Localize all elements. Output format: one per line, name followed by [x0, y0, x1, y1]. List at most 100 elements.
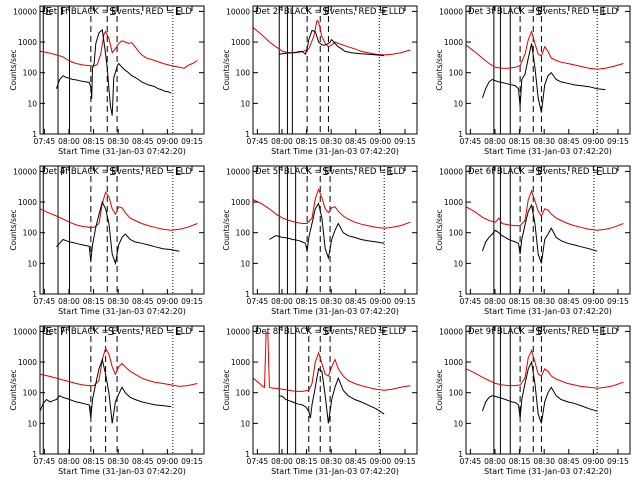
series-line-lld: [252, 332, 411, 392]
time-marker-label: E: [175, 5, 182, 18]
time-marker-label: F: [60, 325, 66, 338]
x-tick-label: 08:45: [345, 137, 367, 146]
panel-det-6: S E 1 10 100 1000 10000 07:45 08:00 08:15 08:30 08:…: [435, 165, 631, 316]
y-tick-label: 10000: [226, 7, 250, 16]
x-axis-label: Start Time (31-Jan-03 07:42:20): [271, 467, 399, 476]
x-tick-label: 09:00: [370, 457, 392, 466]
x-tick-label: 09:00: [583, 137, 605, 146]
panel-det-8: S E 1 10 100 1000 10000 07:45 08:00 08:15 08:30 08:…: [222, 325, 418, 476]
x-tick-label: 08:15: [83, 297, 105, 306]
x-tick-label: 08:00: [484, 137, 506, 146]
time-marker-label: S: [535, 5, 542, 18]
x-tick-label: 09:15: [607, 297, 629, 306]
time-marker-label: S: [322, 325, 329, 338]
x-tick-label: 08:30: [533, 137, 555, 146]
x-tick-label: 08:45: [558, 297, 580, 306]
y-tick-label: 10000: [226, 327, 250, 336]
x-tick-label: 07:45: [460, 137, 482, 146]
y-tick-label: 1000: [444, 198, 463, 207]
y-tick-label: 10000: [13, 327, 37, 336]
series-line-events: [481, 360, 598, 424]
series-line-lld: [39, 347, 198, 387]
time-marker-label: E: [599, 5, 606, 18]
y-axis-label: Counts/sec: [435, 49, 444, 90]
plot-frame: [39, 5, 205, 135]
x-tick-label: 08:15: [83, 457, 105, 466]
y-tick-label: 1: [245, 290, 250, 299]
time-marker-label: E: [386, 165, 393, 178]
x-axis-label: Start Time (31-Jan-03 07:42:20): [484, 307, 612, 316]
y-tick-label: 100: [23, 69, 38, 78]
y-tick-label: 1: [245, 130, 250, 139]
y-tick-label: 100: [23, 389, 38, 398]
series-line-events: [481, 43, 606, 113]
x-tick-label: 08:45: [345, 297, 367, 306]
y-tick-label: 10000: [13, 167, 37, 176]
x-tick-label: 09:15: [394, 297, 416, 306]
panel-title: Det 8f BLACK = Events, RED = LLD: [255, 327, 405, 337]
y-tick-label: 1000: [444, 358, 463, 367]
y-tick-label: 10000: [439, 167, 463, 176]
series-line-events: [481, 203, 598, 264]
y-tick-label: 100: [449, 69, 464, 78]
panel-det-2: S E 1 10 100 1000 10000 07:45 08:00 08:15 08:30 08:…: [222, 5, 418, 156]
x-tick-label: 07:45: [460, 457, 482, 466]
x-tick-label: 08:00: [484, 457, 506, 466]
time-marker-label: S: [322, 5, 329, 18]
x-axis-label: Start Time (31-Jan-03 07:42:20): [58, 307, 186, 316]
y-tick-label: 100: [236, 389, 251, 398]
x-tick-label: 09:00: [370, 297, 392, 306]
y-tick-label: 1: [32, 290, 37, 299]
time-marker-label: S: [322, 165, 329, 178]
panel-det-9: S E 1 10 100 1000 10000 07:45 08:00 08:15 08:30 08:…: [435, 325, 631, 476]
y-axis-label: Counts/sec: [222, 369, 231, 410]
series-line-events: [55, 28, 172, 116]
y-axis-label: Counts/sec: [435, 209, 444, 250]
x-tick-label: 08:00: [271, 297, 293, 306]
series-line-lld: [39, 30, 198, 69]
x-tick-label: 08:30: [320, 137, 342, 146]
x-tick-label: 08:15: [83, 137, 105, 146]
series-line-events: [279, 367, 385, 424]
x-tick-label: 08:30: [107, 137, 129, 146]
y-tick-label: 10: [240, 259, 250, 268]
series-line-events: [56, 200, 180, 266]
y-tick-label: 10: [27, 99, 37, 108]
y-axis-label: Counts/sec: [9, 209, 18, 250]
plot-frame: [465, 5, 631, 135]
y-tick-label: 10000: [13, 7, 37, 16]
panel-det-4: F S E 1 10 100 1000 10000 07:45 08:00 08:15 08:30 08…: [9, 165, 205, 316]
x-tick-label: 08:15: [296, 457, 318, 466]
x-tick-label: 09:15: [607, 457, 629, 466]
time-marker-label: S: [109, 5, 116, 18]
x-tick-label: 08:30: [107, 297, 129, 306]
time-marker-label: E: [45, 325, 52, 338]
x-axis-label: Start Time (31-Jan-03 07:42:20): [271, 147, 399, 156]
x-tick-label: 07:45: [460, 297, 482, 306]
x-tick-label: 07:45: [34, 297, 56, 306]
time-marker-label: E: [175, 165, 182, 178]
x-tick-label: 08:15: [296, 137, 318, 146]
x-tick-label: 09:15: [181, 457, 203, 466]
x-tick-label: 09:00: [157, 137, 179, 146]
x-tick-label: 08:00: [58, 457, 80, 466]
x-tick-label: 08:15: [509, 297, 531, 306]
y-axis-label: Counts/sec: [222, 49, 231, 90]
y-tick-label: 10: [27, 419, 37, 428]
y-tick-label: 1: [32, 130, 37, 139]
series-line-lld: [465, 189, 624, 231]
time-marker-label: F: [60, 165, 66, 178]
y-tick-label: 10000: [226, 167, 250, 176]
x-axis-label: Start Time (31-Jan-03 07:42:20): [58, 147, 186, 156]
y-tick-label: 100: [23, 229, 38, 238]
x-tick-label: 08:30: [533, 457, 555, 466]
x-tick-label: 08:45: [132, 137, 154, 146]
series-line-events: [269, 202, 385, 260]
series-line-lld: [252, 19, 411, 56]
y-tick-label: 1000: [18, 38, 37, 47]
x-tick-label: 08:15: [509, 457, 531, 466]
y-tick-label: 1000: [444, 38, 463, 47]
x-axis-label: Start Time (31-Jan-03 07:42:20): [271, 307, 399, 316]
